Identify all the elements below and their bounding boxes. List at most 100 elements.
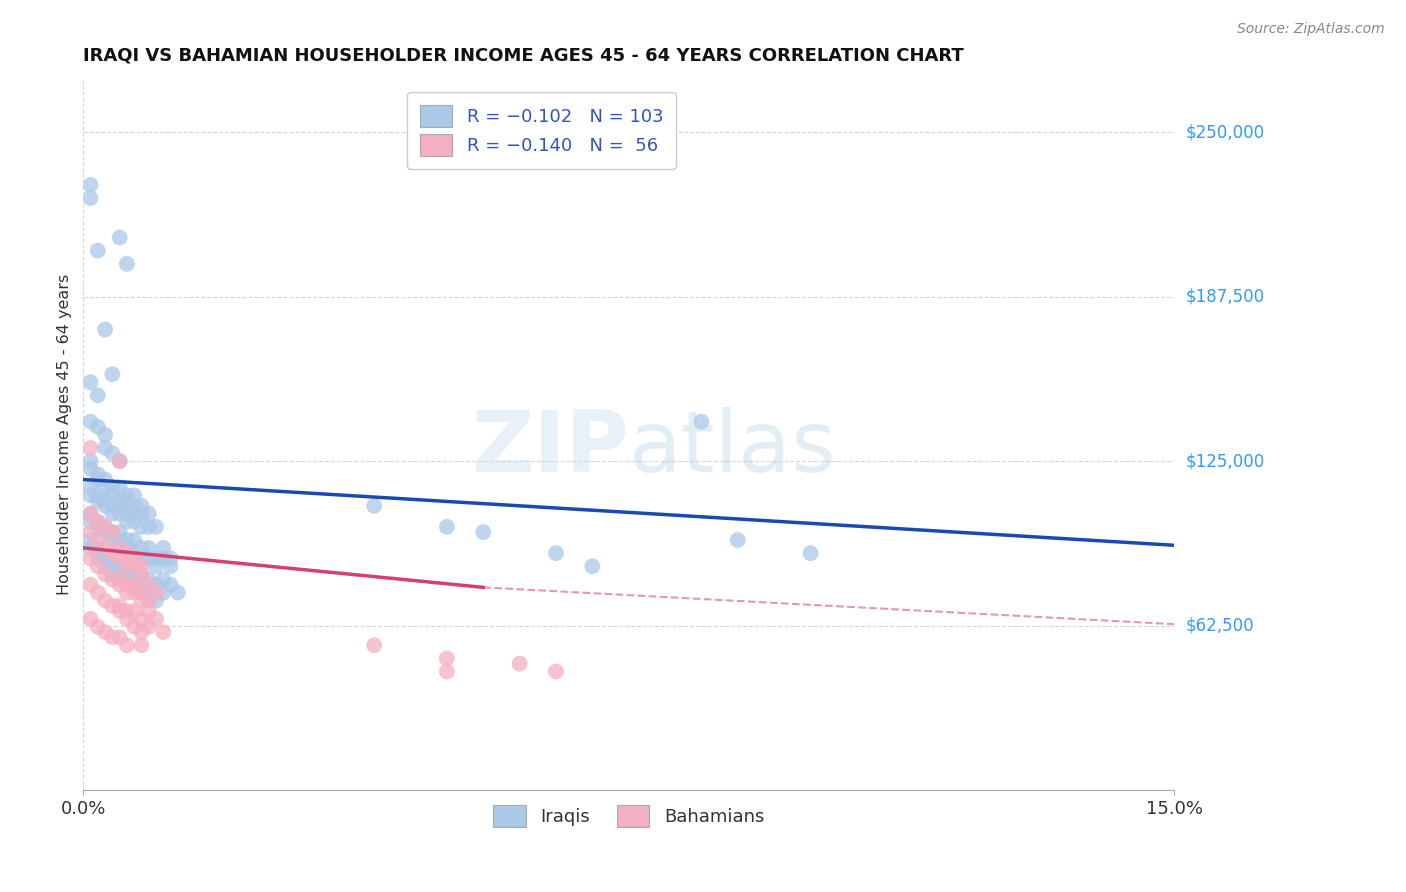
Point	[94, 322, 117, 336]
Point	[87, 488, 110, 502]
Point	[145, 585, 167, 599]
Point	[544, 546, 567, 560]
Point	[131, 567, 153, 582]
Point	[159, 551, 181, 566]
Point	[159, 578, 181, 592]
Point	[690, 415, 713, 429]
Point	[79, 441, 101, 455]
Point	[108, 551, 131, 566]
Point	[108, 599, 131, 613]
Point	[79, 515, 101, 529]
Point	[87, 533, 110, 547]
Point	[108, 541, 131, 555]
Point	[138, 620, 160, 634]
Point	[87, 520, 110, 534]
Point	[87, 515, 110, 529]
Point	[727, 533, 749, 547]
Point	[79, 191, 101, 205]
Point	[115, 541, 138, 555]
Point	[138, 541, 160, 555]
Point	[581, 559, 603, 574]
Point	[138, 585, 160, 599]
Point	[94, 567, 117, 582]
Point	[87, 551, 110, 566]
Point	[363, 638, 385, 652]
Point	[152, 551, 174, 566]
Point	[108, 480, 131, 494]
Point	[94, 559, 117, 574]
Point	[79, 578, 101, 592]
Point	[122, 488, 145, 502]
Point	[108, 631, 131, 645]
Point	[145, 559, 167, 574]
Point	[87, 420, 110, 434]
Point	[152, 625, 174, 640]
Point	[145, 551, 167, 566]
Point	[108, 533, 131, 547]
Point	[87, 244, 110, 258]
Point	[363, 499, 385, 513]
Point	[79, 507, 101, 521]
Point	[159, 559, 181, 574]
Point	[79, 488, 101, 502]
Point	[145, 612, 167, 626]
Point	[79, 454, 101, 468]
Point	[108, 567, 131, 582]
Point	[101, 525, 124, 540]
Point	[115, 578, 138, 592]
Point	[122, 578, 145, 592]
Point	[436, 651, 458, 665]
Point	[138, 507, 160, 521]
Point	[101, 488, 124, 502]
Point	[79, 462, 101, 476]
Point	[122, 499, 145, 513]
Point	[122, 620, 145, 634]
Point	[79, 533, 101, 547]
Point	[79, 612, 101, 626]
Point	[122, 546, 145, 560]
Point	[115, 604, 138, 618]
Point	[145, 593, 167, 607]
Point	[87, 467, 110, 482]
Point	[79, 541, 101, 555]
Text: $62,500: $62,500	[1185, 616, 1254, 634]
Point	[94, 480, 117, 494]
Point	[122, 515, 145, 529]
Point	[94, 593, 117, 607]
Point	[138, 578, 160, 592]
Point	[131, 585, 153, 599]
Point	[115, 257, 138, 271]
Point	[122, 559, 145, 574]
Point	[108, 525, 131, 540]
Point	[115, 533, 138, 547]
Point	[108, 578, 131, 592]
Text: IRAQI VS BAHAMIAN HOUSEHOLDER INCOME AGES 45 - 64 YEARS CORRELATION CHART: IRAQI VS BAHAMIAN HOUSEHOLDER INCOME AGE…	[83, 46, 965, 64]
Point	[79, 178, 101, 192]
Point	[138, 604, 160, 618]
Point	[108, 499, 131, 513]
Point	[87, 388, 110, 402]
Point	[115, 585, 138, 599]
Point	[122, 567, 145, 582]
Point	[87, 585, 110, 599]
Text: $187,500: $187,500	[1185, 288, 1264, 306]
Point	[94, 493, 117, 508]
Point	[101, 631, 124, 645]
Point	[509, 657, 531, 671]
Point	[131, 638, 153, 652]
Point	[101, 525, 124, 540]
Text: Source: ZipAtlas.com: Source: ZipAtlas.com	[1237, 22, 1385, 37]
Point	[115, 546, 138, 560]
Point	[94, 625, 117, 640]
Point	[94, 473, 117, 487]
Point	[101, 499, 124, 513]
Point	[131, 593, 153, 607]
Point	[436, 520, 458, 534]
Point	[472, 525, 495, 540]
Point	[94, 499, 117, 513]
Point	[799, 546, 821, 560]
Point	[115, 493, 138, 508]
Point	[108, 493, 131, 508]
Point	[138, 520, 160, 534]
Point	[138, 573, 160, 587]
